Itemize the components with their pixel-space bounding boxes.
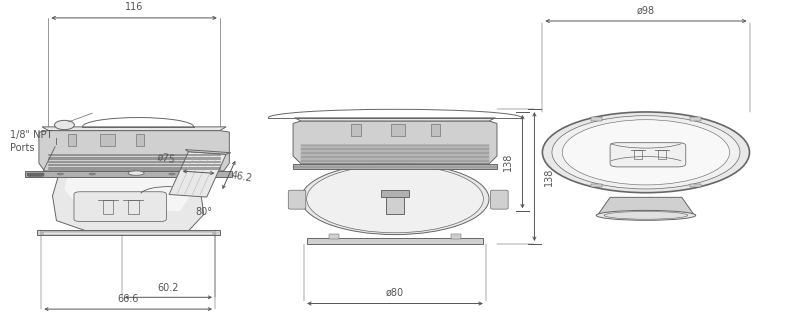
Bar: [386, 196, 404, 214]
Ellipse shape: [596, 210, 696, 220]
Bar: [591, 118, 602, 120]
Ellipse shape: [128, 171, 144, 175]
Circle shape: [543, 112, 749, 193]
Bar: [128, 200, 139, 215]
Bar: [293, 164, 497, 169]
Ellipse shape: [604, 211, 688, 219]
FancyBboxPatch shape: [288, 190, 306, 209]
Text: 80°: 80°: [196, 207, 213, 217]
Ellipse shape: [169, 173, 175, 175]
Ellipse shape: [89, 173, 96, 175]
Polygon shape: [39, 131, 229, 171]
Bar: [307, 238, 483, 244]
Polygon shape: [65, 173, 192, 211]
Text: 138: 138: [544, 167, 554, 186]
Bar: [689, 118, 701, 120]
Text: 138: 138: [503, 152, 513, 171]
Bar: [452, 234, 461, 239]
Bar: [591, 184, 602, 187]
Ellipse shape: [301, 163, 489, 234]
Bar: [329, 234, 338, 239]
Bar: [351, 124, 361, 136]
Ellipse shape: [196, 173, 203, 175]
Text: 1/8" NPT
Ports: 1/8" NPT Ports: [10, 130, 53, 153]
Text: ø75: ø75: [156, 152, 176, 165]
Circle shape: [563, 120, 729, 185]
Polygon shape: [598, 197, 693, 215]
Text: 46.2: 46.2: [230, 171, 253, 184]
Text: ø80: ø80: [386, 288, 404, 298]
Bar: [381, 190, 409, 198]
Bar: [103, 200, 113, 215]
Polygon shape: [53, 171, 203, 234]
Polygon shape: [294, 118, 496, 121]
Ellipse shape: [54, 120, 74, 130]
Bar: [658, 149, 666, 160]
Text: 60.2: 60.2: [158, 283, 179, 293]
FancyBboxPatch shape: [610, 143, 685, 167]
Polygon shape: [293, 121, 497, 164]
Bar: [634, 149, 642, 160]
Bar: [43, 232, 213, 235]
Bar: [431, 124, 440, 136]
Polygon shape: [42, 127, 226, 131]
Text: ø98: ø98: [637, 5, 655, 15]
Circle shape: [552, 116, 740, 189]
Bar: [391, 124, 405, 136]
FancyBboxPatch shape: [491, 190, 508, 209]
Text: 66.6: 66.6: [117, 295, 139, 304]
FancyBboxPatch shape: [74, 192, 167, 222]
Bar: [136, 134, 144, 146]
Polygon shape: [169, 152, 226, 197]
Text: 116: 116: [125, 2, 144, 12]
Bar: [25, 171, 231, 177]
Bar: [37, 230, 219, 235]
Bar: [69, 134, 77, 146]
Bar: [101, 134, 115, 146]
Bar: [689, 184, 701, 187]
Polygon shape: [185, 149, 231, 154]
Ellipse shape: [306, 165, 484, 233]
Ellipse shape: [129, 173, 136, 175]
Ellipse shape: [57, 173, 64, 175]
